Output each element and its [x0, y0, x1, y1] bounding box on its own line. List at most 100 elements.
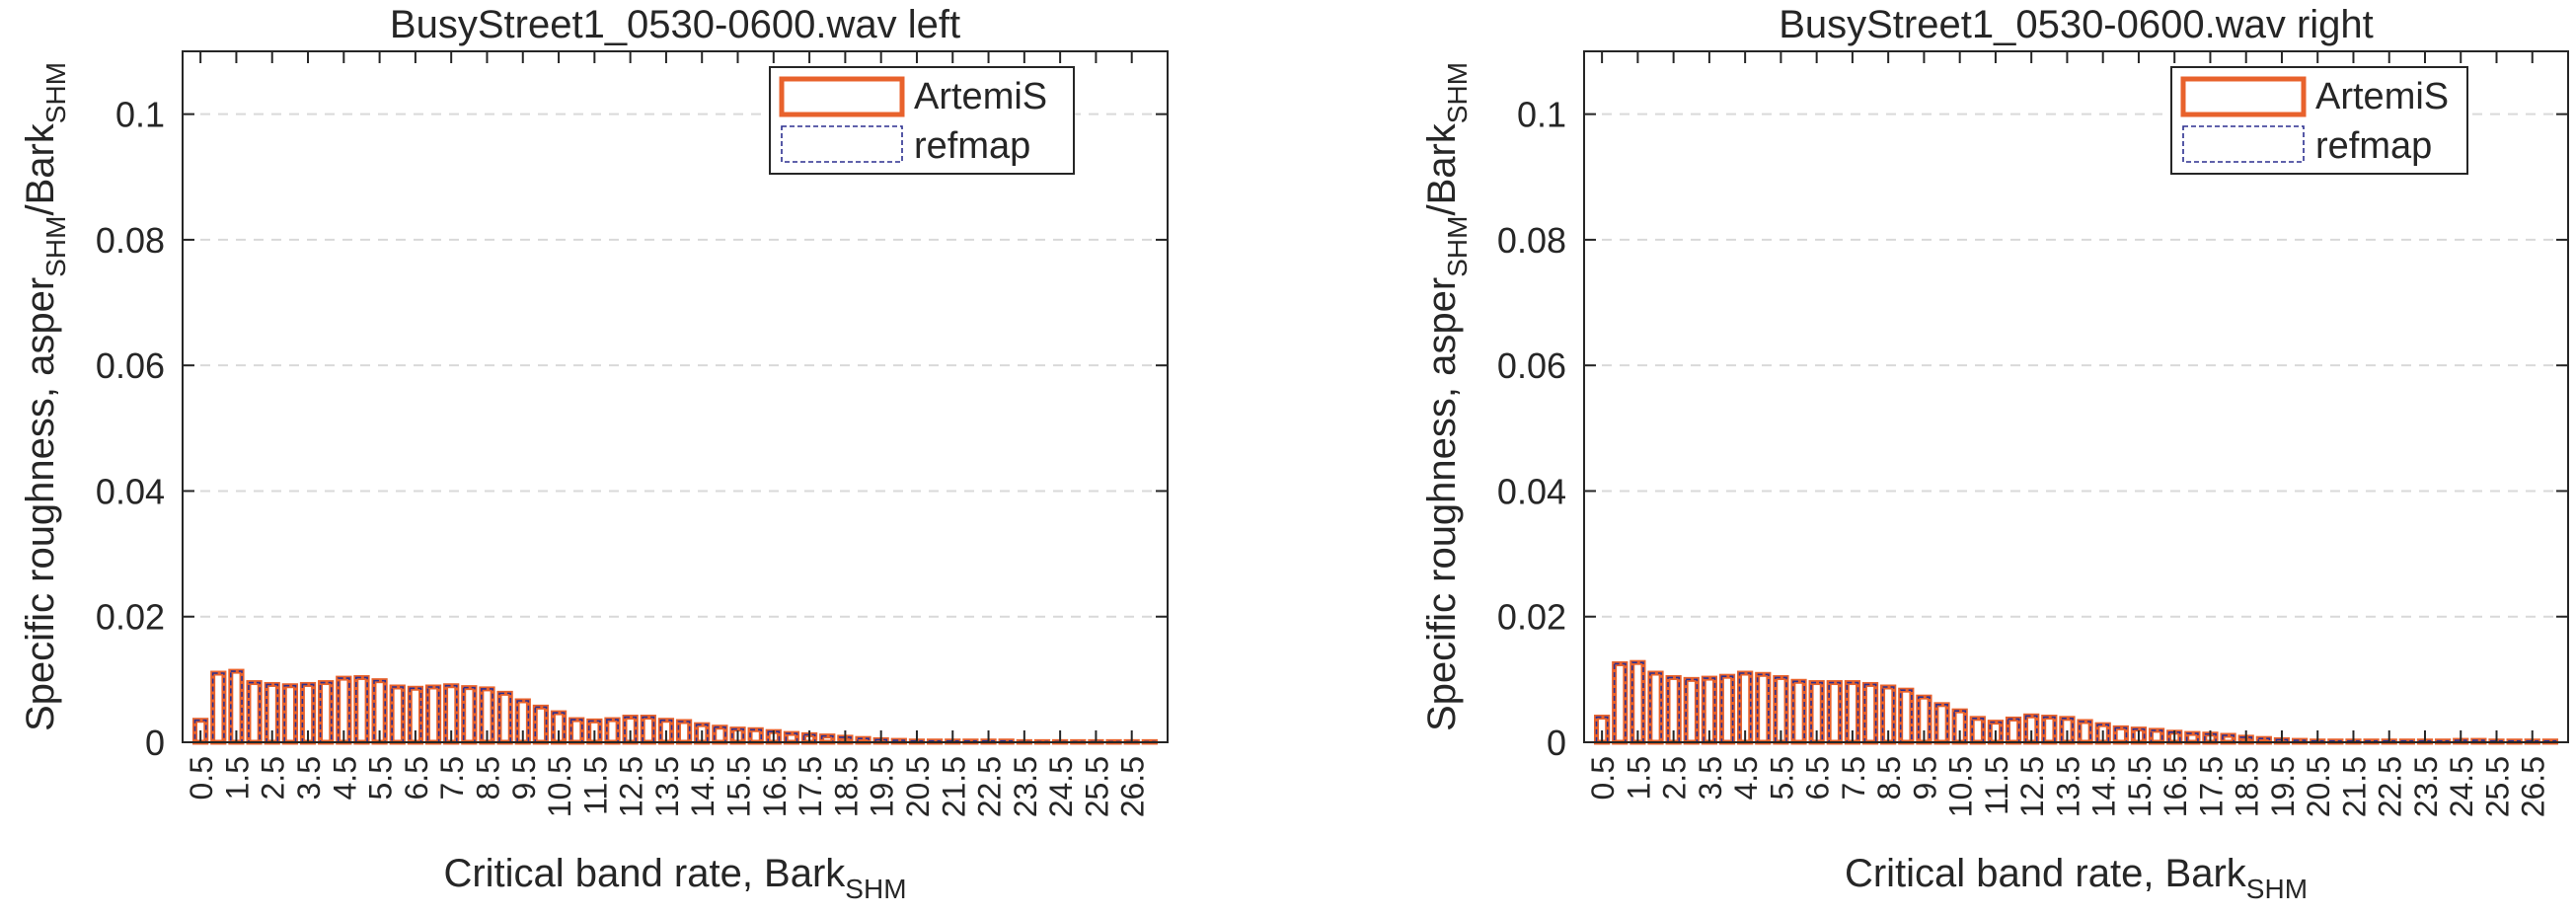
x-tick-label: 24.5 [1043, 756, 1079, 817]
bar-refmap [2132, 727, 2146, 743]
legend-swatch-refmap [2182, 125, 2305, 163]
y-axis-label-sub: SHM [40, 216, 71, 277]
axes-box [182, 50, 1169, 743]
x-tick-label: 14.5 [685, 756, 720, 817]
x-tick-label: 5.5 [1764, 756, 1799, 800]
x-tick-label: 24.5 [2444, 756, 2479, 817]
bar-refmap [1846, 681, 1859, 743]
bar-artemis [2112, 724, 2129, 745]
bar-artemis [747, 726, 764, 745]
bar-refmap [749, 728, 763, 743]
chart-title: BusyStreet1_0530-0600.wav right [1779, 3, 2374, 46]
bar-artemis [353, 674, 370, 745]
x-tick-label: 18.5 [2230, 756, 2265, 817]
x-axis-label-main: Critical band rate, Bark [443, 852, 846, 895]
x-tick-label: 19.5 [865, 756, 900, 817]
y-axis-label-mid: /Bark [19, 122, 62, 215]
bar-artemis [1826, 680, 1843, 745]
bar-artemis [783, 730, 800, 745]
bar-artemis [424, 684, 442, 745]
legend-label-refmap: refmap [914, 125, 1030, 167]
x-tick-label: 16.5 [757, 756, 793, 817]
y-axis-label-sub: SHM [1442, 62, 1473, 123]
bar-refmap [2114, 726, 2128, 743]
bar-refmap [409, 687, 422, 743]
x-tick-label: 10.5 [1943, 756, 1979, 817]
y-tick-label: 0.04 [1497, 471, 1566, 511]
y-axis-label-main: Specific roughness, asper [1420, 277, 1464, 731]
axes-box [1583, 50, 2569, 743]
bar-artemis [1718, 673, 1736, 745]
legend-box [769, 66, 1075, 175]
y-tick-label: 0.1 [1517, 95, 1566, 135]
x-tick-label: 23.5 [2408, 756, 2444, 817]
x-axis-label: Critical band rate, BarkSHM [1845, 852, 2308, 904]
legend-label-artemis: ArtemiS [2315, 76, 2449, 117]
x-tick-label: 26.5 [1115, 756, 1151, 817]
x-tick-label: 15.5 [721, 756, 757, 817]
bar-artemis [1612, 660, 1629, 745]
legend: ArtemiS refmap [769, 66, 1075, 175]
x-tick-label: 22.5 [2373, 756, 2408, 817]
y-tick-label: 0 [145, 723, 165, 763]
bar-artemis [2184, 730, 2201, 745]
bar-refmap [820, 734, 834, 743]
bar-artemis [1969, 716, 1986, 745]
bar-artemis [1790, 678, 1807, 745]
x-tick-label: 22.5 [972, 756, 1008, 817]
bar-refmap [319, 681, 333, 743]
legend-swatch-artemis [779, 76, 905, 117]
x-axis-label-sub: SHM [845, 874, 906, 904]
bar-artemis [532, 704, 550, 745]
chart-panel-left: 0 0.02 0.04 0.06 0.08 0.1 0.5 1.5 2.5 3.5 4.5 5.5 6.… [19, 3, 1169, 904]
x-axis-label: Critical band rate, BarkSHM [443, 852, 906, 904]
x-tick-label: 3.5 [291, 756, 327, 800]
bar-artemis [318, 680, 335, 745]
y-tick-label: 0 [1547, 723, 1566, 763]
bar-refmap [1810, 681, 1824, 743]
y-axis-label: Specific roughness, asperSHM/BarkSHM [1420, 62, 1473, 731]
x-tick-label: 19.5 [2265, 756, 2301, 817]
x-tick-label: 2.5 [1657, 756, 1693, 800]
x-tick-label: 18.5 [828, 756, 864, 817]
y-axis-label-sub: SHM [1442, 216, 1473, 277]
y-tick-label: 0.08 [1497, 220, 1566, 261]
bar-refmap [1828, 681, 1842, 743]
bar-refmap [606, 719, 619, 743]
x-tick-label: 7.5 [1836, 756, 1871, 800]
x-tick-label: 2.5 [256, 756, 291, 800]
x-tick-label: 20.5 [2301, 756, 2336, 817]
bar-refmap [552, 712, 566, 743]
x-tick-label: 8.5 [1871, 756, 1907, 800]
x-tick-label: 4.5 [327, 756, 362, 800]
bar-artemis [389, 684, 406, 745]
x-tick-label: 20.5 [900, 756, 936, 817]
legend: ArtemiS refmap [2170, 66, 2468, 175]
x-tick-label: 3.5 [1693, 756, 1728, 800]
x-tick-label: 9.5 [1907, 756, 1942, 800]
y-axis-label-sub: SHM [40, 62, 71, 123]
bar-artemis [2220, 732, 2236, 745]
bar-artemis [640, 715, 656, 745]
x-tick-label: 13.5 [649, 756, 685, 817]
x-tick-label: 11.5 [1979, 756, 2014, 815]
x-tick-label: 25.5 [2479, 756, 2515, 817]
x-tick-label: 17.5 [2193, 756, 2229, 817]
bar-artemis [2041, 715, 2058, 745]
x-tick-label: 8.5 [470, 756, 505, 800]
bar-artemis [461, 685, 478, 745]
x-tick-label: 7.5 [434, 756, 470, 800]
bar-refmap [1792, 680, 1805, 743]
x-tick-label: 9.5 [506, 756, 542, 800]
x-tick-label: 10.5 [542, 756, 577, 817]
bar-artemis [675, 719, 693, 745]
bar-refmap [1917, 696, 1931, 743]
x-tick-label: 17.5 [793, 756, 828, 817]
x-tick-label: 14.5 [2086, 756, 2122, 817]
legend-swatch-refmap [781, 125, 903, 163]
x-tick-label: 1.5 [1621, 756, 1656, 800]
x-axis-label-main: Critical band rate, Bark [1845, 852, 2247, 895]
x-tick-label: 13.5 [2050, 756, 2085, 817]
chart-panel-right: 0 0.02 0.04 0.06 0.08 0.1 0.5 1.5 2.5 3.5 4.5 5.5 6.… [1420, 3, 2569, 904]
legend-swatch-artemis [2180, 76, 2307, 117]
